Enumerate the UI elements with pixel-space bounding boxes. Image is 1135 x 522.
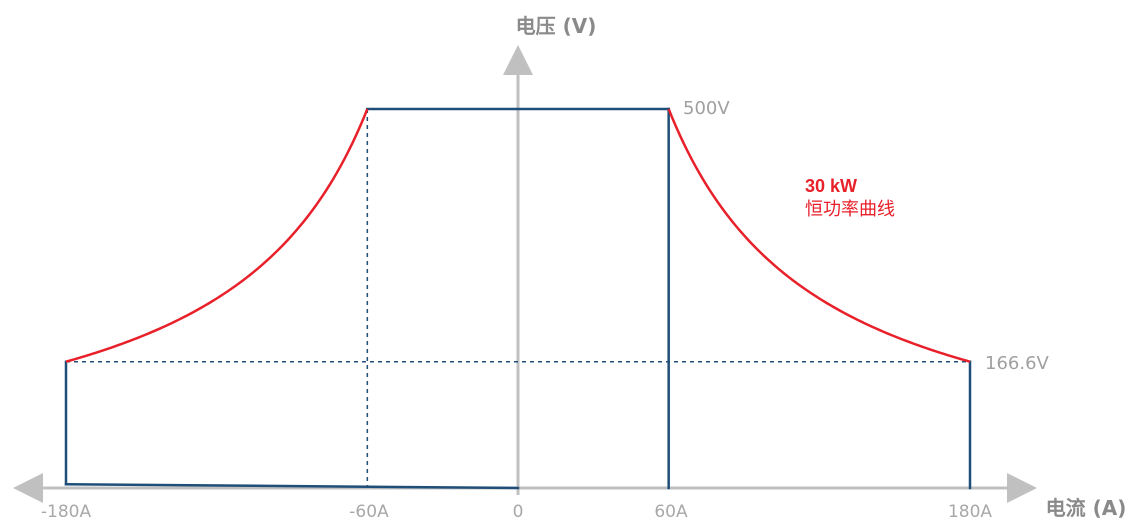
boundary-line — [64, 482, 520, 490]
voltage-label-500: 500V — [683, 98, 730, 119]
power-annotation-value: 30 kW — [805, 176, 857, 196]
power-annotation-text: 恒功率曲线 — [805, 199, 895, 220]
x-tick-label: 60A — [654, 502, 688, 522]
voltage-label-166: 166.6V — [985, 353, 1050, 374]
boundary-lines — [64, 107, 972, 490]
power-curve — [667, 108, 971, 363]
x-tick-label: -60A — [349, 502, 389, 522]
x-tick-label: 0 — [513, 502, 524, 522]
power-curve — [65, 108, 369, 363]
x-tick-label: 180A — [948, 502, 992, 522]
x-axis-title: 电流 (A) — [1046, 496, 1127, 520]
power-curves — [65, 108, 971, 363]
x-tick-label: -180A — [41, 502, 92, 522]
y-axis-title: 电压 (V) — [516, 14, 597, 38]
